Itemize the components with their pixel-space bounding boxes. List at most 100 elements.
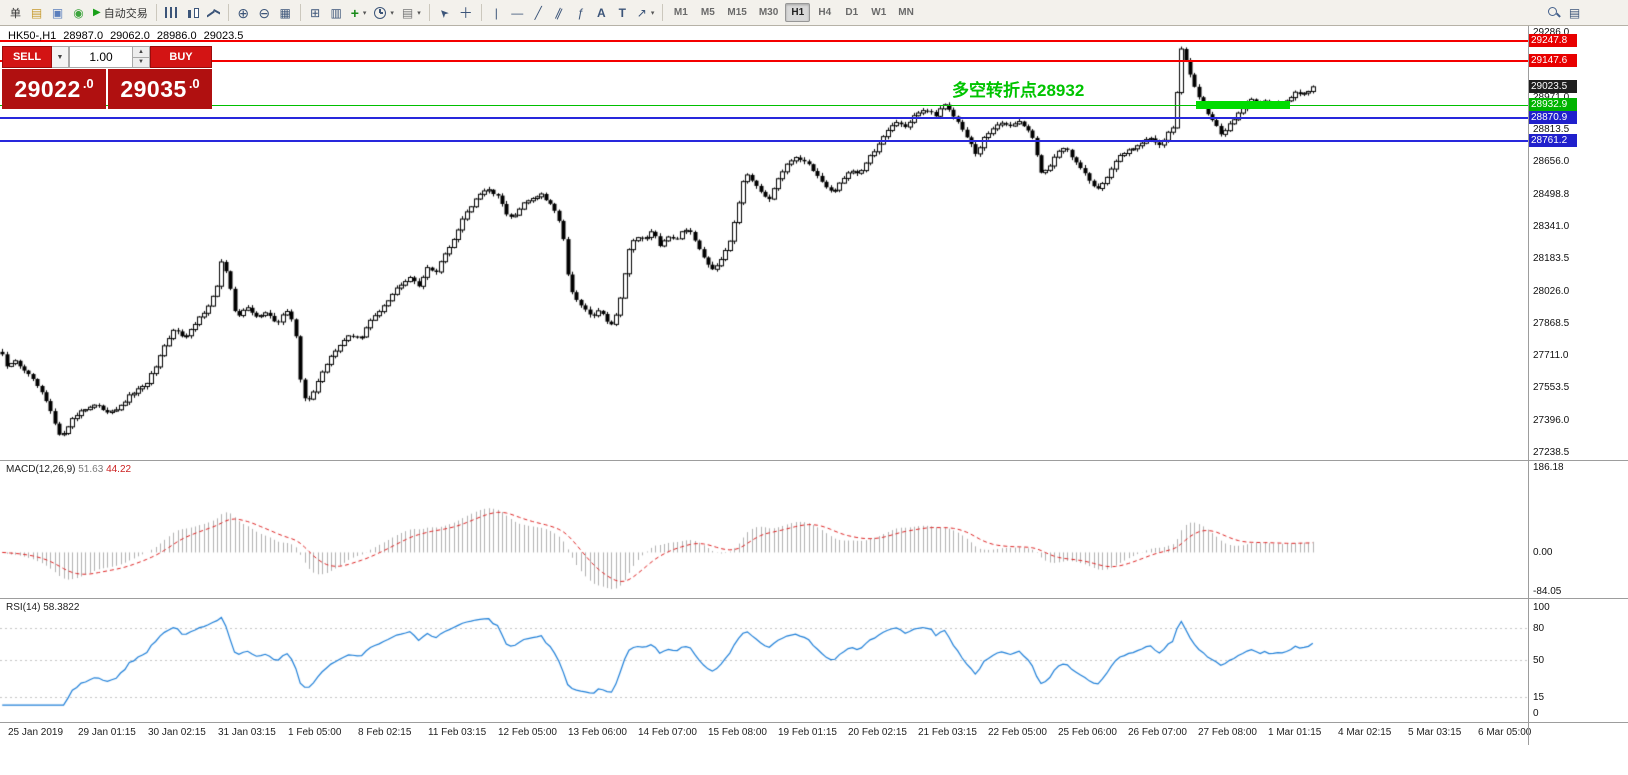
arrows-button[interactable]: ↗ ▾ [633, 2, 659, 23]
volume-input[interactable] [70, 47, 132, 67]
panel-divider[interactable] [0, 460, 1628, 461]
ohlc-low: 28986.0 [156, 30, 197, 42]
horizontal-line-object[interactable] [0, 39, 1528, 42]
trendline-button[interactable]: ╱ [528, 2, 549, 23]
rsi-indicator-canvas[interactable] [0, 599, 1528, 721]
templates-button[interactable]: ▤ ▾ [398, 2, 425, 23]
time-tick-label: 6 Mar 05:00 [1478, 727, 1532, 738]
horizontal-line-object[interactable] [0, 139, 1528, 142]
grid-button[interactable]: ▦ [275, 2, 296, 23]
support-zone-object[interactable] [1196, 101, 1290, 110]
volume-down-button[interactable]: ▼ [133, 57, 149, 67]
data-window-button[interactable]: ▣ [47, 2, 68, 23]
timeframe-button-h4[interactable]: H4 [818, 7, 832, 18]
rsi-scale-label: 80 [1533, 623, 1545, 635]
channel-button[interactable]: ∥ [549, 2, 570, 23]
volume-up-button[interactable]: ▲ [133, 47, 149, 58]
time-tick-label: 12 Feb 05:00 [498, 727, 557, 738]
cascade-windows-button[interactable]: ▥ [326, 2, 347, 23]
timeframe-button-mn[interactable]: MN [898, 7, 914, 18]
price-tick-label: 27238.5 [1533, 447, 1570, 458]
time-tick-label: 13 Feb 06:00 [568, 727, 627, 738]
navigator-button[interactable]: ◉ [68, 2, 89, 23]
rsi-name: RSI(14) [6, 602, 41, 613]
timeframe-button-m30[interactable]: M30 [758, 7, 779, 18]
price-chart-canvas[interactable] [0, 26, 1528, 460]
line-chart-icon [207, 7, 220, 18]
auto-trading-icon: ▶ [93, 6, 101, 18]
text-label-button[interactable]: T [612, 2, 633, 23]
trade-options-dropdown[interactable]: ▼ [52, 46, 69, 68]
price-axis-divider [1528, 26, 1529, 745]
time-tick-label: 26 Feb 07:00 [1128, 727, 1187, 738]
search-icon [1547, 6, 1560, 19]
timeframe-button-m15[interactable]: M15 [727, 7, 747, 18]
tile-windows-button[interactable]: ⊞ [305, 2, 326, 23]
timeframe-button-w1[interactable]: W1 [871, 7, 887, 18]
new-order-button[interactable]: 单 [10, 7, 21, 20]
search-button[interactable] [1543, 2, 1564, 23]
timeframe-button-m5[interactable]: M5 [700, 7, 715, 18]
toolbar-separator [227, 4, 229, 21]
objects-list-button[interactable]: ▤ [1564, 2, 1585, 23]
market-watch-icon: ▤ [30, 5, 43, 20]
macd-indicator-canvas[interactable] [0, 461, 1528, 597]
price-tick-label: 28971.0 [1533, 91, 1570, 103]
clock-icon [374, 6, 387, 19]
sell-price-int: 29022 [14, 75, 81, 102]
time-tick-label: 20 Feb 02:15 [848, 727, 907, 738]
volume-stepper: ▲ ▼ [132, 47, 149, 67]
candlestick-chart-icon [186, 7, 199, 19]
time-axis[interactable]: 25 Jan 2019 29 Jan 01:15 30 Jan 02:15 31 Ja… [0, 723, 1532, 745]
panel-divider[interactable] [0, 598, 1628, 599]
panel-divider[interactable] [0, 722, 1628, 723]
time-tick-label: 15 Feb 08:00 [708, 727, 767, 738]
timeframe-button-m1[interactable]: M1 [673, 7, 688, 18]
text-button[interactable]: A [591, 2, 612, 23]
line-chart-button[interactable] [203, 2, 224, 23]
symbol-info: HK50-,H1 28987.0 29062.0 28986.0 29023.5 [8, 30, 250, 42]
price-tick-label: 27553.5 [1533, 382, 1570, 394]
chevron-down-icon: ▼ [56, 53, 64, 61]
price-badge: 28761.2 [1529, 133, 1577, 147]
sell-button[interactable]: SELL [2, 46, 52, 68]
text-label-icon: T [618, 5, 626, 20]
auto-trading-button[interactable]: ▶ 自动交易 [93, 6, 148, 20]
price-badge: 29147.6 [1529, 54, 1577, 68]
cursor-button[interactable]: ➤ [434, 2, 455, 23]
buy-price-display[interactable]: 29035 .0 [108, 69, 212, 109]
horizontal-line-object[interactable] [0, 60, 1528, 63]
arrow-icon: ↗ [636, 5, 647, 20]
timeframe-button-d1[interactable]: D1 [845, 7, 859, 18]
candlestick-chart-button[interactable] [182, 2, 203, 23]
fibonacci-button[interactable]: ƒ [570, 2, 591, 23]
zoom-out-icon: ⊖ [258, 4, 271, 21]
buy-button[interactable]: BUY [150, 46, 212, 68]
horizontal-line-object[interactable] [0, 104, 1528, 106]
horizontal-line-object[interactable] [0, 117, 1528, 120]
periods-button[interactable]: ▾ [370, 2, 398, 23]
indicators-button[interactable]: + ▾ [347, 2, 371, 23]
horizontal-line-button[interactable]: — [507, 2, 528, 23]
time-tick-label: 8 Feb 02:15 [358, 727, 412, 738]
sell-price-display[interactable]: 29022 .0 [2, 69, 106, 109]
price-badge: 28932.9 [1529, 98, 1577, 112]
vertical-line-button[interactable]: | [486, 2, 507, 23]
tile-windows-icon: ⊞ [310, 5, 321, 20]
zoom-in-button[interactable]: ⊕ [233, 2, 254, 23]
zoom-out-button[interactable]: ⊖ [254, 2, 275, 23]
price-axis[interactable] [1528, 26, 1628, 722]
time-tick-label: 21 Feb 03:15 [918, 727, 977, 738]
price-badge: 29023.5 [1529, 79, 1577, 93]
buy-price-int: 29035 [120, 75, 187, 102]
timeframe-button-h1[interactable]: H1 [785, 3, 811, 22]
indicators-plus-icon: + [350, 4, 359, 21]
rsi-scale-label: 0 [1533, 708, 1539, 719]
market-watch-button[interactable]: ▤ [26, 2, 47, 23]
price-tick-label: 28498.8 [1533, 188, 1570, 200]
horizontal-line-icon: — [511, 5, 524, 20]
bar-chart-button[interactable] [161, 2, 182, 23]
chevron-down-icon: ▾ [650, 9, 655, 17]
one-click-trade-panel: SELL ▼ ▲ ▼ BUY 29022 .0 29035 .0 [2, 46, 212, 109]
crosshair-button[interactable]: ＋ [455, 2, 477, 23]
